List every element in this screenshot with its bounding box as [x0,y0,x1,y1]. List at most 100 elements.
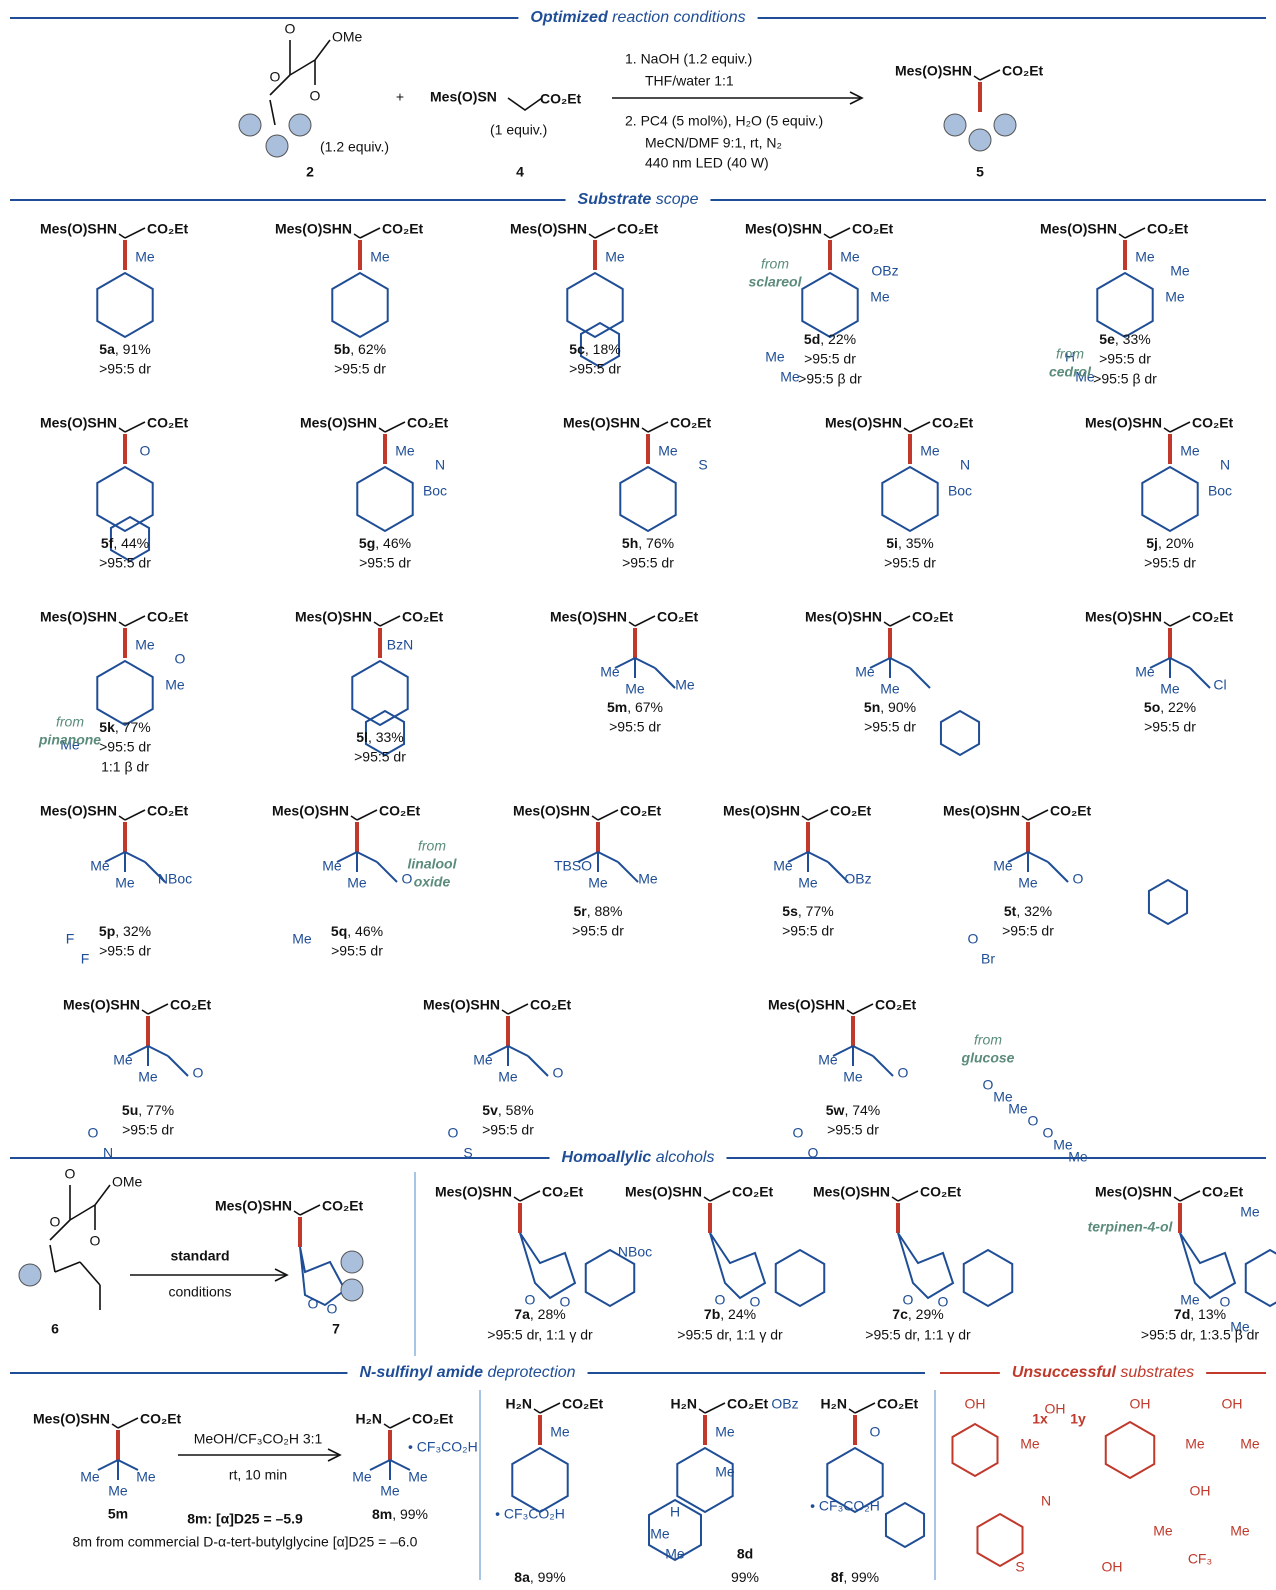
bond [94,1184,111,1206]
atom: O [1220,1294,1231,1310]
atom: Me [625,681,645,697]
dr: >95:5 dr [1099,351,1151,367]
note: sclareol [749,274,803,290]
atom: Me [638,871,658,887]
caption: 5f, 44% [101,535,149,551]
compound-label: 5h [622,535,638,551]
atom: Me [1180,1292,1200,1308]
amine: Mes(O)SHN [40,221,117,237]
bond [118,621,126,627]
atom: Me [605,249,625,265]
bond [1169,657,1191,669]
atom: 1x [1032,1411,1048,1427]
yield: , 22% [820,331,856,347]
bond [299,1204,321,1216]
compound-label: 5d [804,331,820,347]
atom: Me [1160,681,1180,697]
atom: Boc [948,483,972,499]
bond [909,667,931,689]
atom: S [1015,1559,1024,1575]
atom: Me [498,1069,518,1085]
bond [962,1248,1014,1308]
text: (1.2 equiv.) [320,139,389,155]
caption: 8m, 99% [372,1506,428,1522]
bond [487,1045,509,1057]
compound-label: 5q [331,923,347,939]
ester: CO₂Et [402,609,444,625]
note: linalool [408,856,458,872]
bond [144,861,166,883]
bond [852,1003,874,1015]
bond [634,615,656,627]
bond [614,657,636,669]
caption: 5n, 90% [864,699,916,715]
compound-label: 5c [569,341,585,357]
amine: Mes(O)SHN [295,609,372,625]
ester: CO₂Et [147,803,189,819]
compound-label: 7d [1174,1306,1190,1322]
text: 2. PC4 (5 mol%), H₂O (5 equiv.) [625,113,823,129]
atom: NBoc [618,1244,652,1260]
group-ball [993,113,1017,137]
bond [774,1248,826,1308]
atom: O [90,1233,101,1249]
atom: Me [715,1424,735,1440]
bond [336,851,358,863]
dr: >95:5 dr [864,719,916,735]
bond [389,1459,411,1471]
atom: Me [715,1464,735,1480]
atom: Me [136,1469,156,1485]
amine: Mes(O)SHN [300,415,377,431]
dr: >95:5 dr [609,719,661,735]
atom: O [65,1166,76,1182]
bond [124,227,146,239]
amine: Mes(O)SHN [1040,221,1117,237]
bond [274,1268,289,1282]
compound-label: 5p [99,923,115,939]
note: oxide [414,874,451,890]
ester: CO₂Et [1050,803,1092,819]
yield: , 33% [368,729,404,745]
dr: >95:5 dr [354,749,406,765]
bond [979,69,1001,81]
bond [1007,851,1029,863]
bond [314,39,331,61]
atom: O [448,1125,459,1141]
note: glucose [961,1050,1015,1066]
bond [829,227,851,239]
bond [118,427,126,433]
bond [109,515,151,563]
atom: S [698,457,707,473]
ester: CO₂Et [1192,415,1234,431]
bond [507,1045,529,1057]
dr: >95:5 dr, 1:1 γ dr [487,1327,593,1343]
atom: O [560,1294,571,1310]
dr: >95:5 dr [804,351,856,367]
caption: 5e, 33% [1099,331,1150,347]
atom: Cl [1213,677,1226,693]
bond [1173,1196,1181,1202]
atom: O [270,69,281,85]
ester: CO₂Et [1002,63,1044,79]
dr: 1:1 β dr [101,759,149,775]
bond [350,815,358,821]
bond [519,1232,577,1300]
ester: CO₂Et [382,221,424,237]
atom: OBz [871,263,898,279]
bond [698,1408,706,1414]
atom: Me [993,858,1013,874]
bond [1169,421,1191,433]
atom: Me [395,443,415,459]
yield: , 77% [115,719,151,735]
atom: Me [113,1052,133,1068]
amine: Mes(O)SHN [40,415,117,431]
bond [872,1055,894,1077]
atom: OH [1130,1396,1151,1412]
dr: >95:5 dr [1144,555,1196,571]
compound-label: 5u [122,1102,138,1118]
text: 4 [516,164,524,180]
yield: , 74% [844,1102,880,1118]
section-header: N-sulfinyl amide deprotection [359,1364,575,1381]
atom: O [308,1296,319,1312]
amine: Mes(O)SHN [513,803,590,819]
